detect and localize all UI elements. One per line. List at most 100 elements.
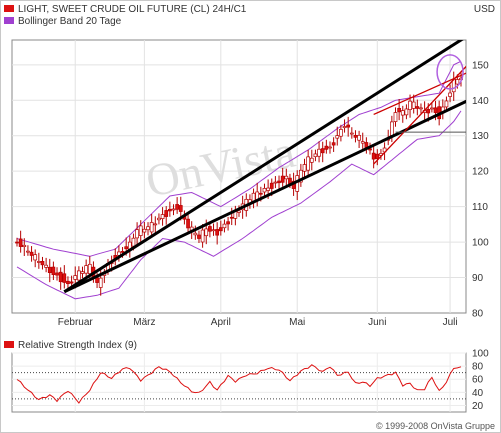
candle-body bbox=[131, 237, 136, 247]
bollinger-upper-band bbox=[16, 60, 462, 257]
candle-body bbox=[51, 266, 56, 275]
candle-body bbox=[69, 281, 74, 284]
candle-body bbox=[157, 217, 161, 221]
candle-body bbox=[411, 101, 416, 109]
price-tick-label: 140 bbox=[472, 96, 489, 107]
candle-body bbox=[200, 229, 205, 243]
candle-body bbox=[237, 210, 241, 213]
candle-body bbox=[77, 270, 81, 281]
candle-body bbox=[142, 228, 147, 233]
candle-body bbox=[40, 261, 45, 266]
candle-body bbox=[306, 156, 310, 171]
candle-body bbox=[280, 175, 285, 183]
candle-body bbox=[346, 124, 351, 128]
candle-body bbox=[164, 210, 169, 217]
candle-body bbox=[18, 238, 23, 247]
candle-body bbox=[215, 229, 220, 236]
candle-body bbox=[135, 229, 139, 239]
rsi-tick-label: 40 bbox=[472, 388, 484, 399]
candle-body bbox=[415, 106, 420, 109]
candle-body bbox=[124, 246, 129, 250]
candle-body bbox=[339, 129, 343, 137]
highlight-circle bbox=[436, 54, 464, 90]
price-tick-label: 100 bbox=[472, 238, 489, 249]
copyright-notice: © 1999-2008 OnVista Gruppe bbox=[375, 421, 495, 431]
candle-body bbox=[120, 251, 125, 253]
candle-body bbox=[73, 275, 78, 280]
candle-body bbox=[400, 110, 405, 116]
rsi-legend: Relative Strength Index (9) bbox=[4, 340, 137, 352]
candle-body bbox=[273, 181, 278, 184]
rsi-tick-label: 100 bbox=[472, 349, 489, 360]
bollinger-lower-band bbox=[16, 110, 462, 300]
candle-body bbox=[324, 145, 329, 150]
month-tick-label: April bbox=[211, 317, 231, 328]
candle-body bbox=[153, 223, 158, 226]
candle-body bbox=[218, 227, 223, 232]
candle-body bbox=[149, 222, 154, 233]
candle-body bbox=[22, 244, 27, 248]
candle-body bbox=[26, 250, 30, 253]
candle-body bbox=[62, 273, 67, 283]
candle-body bbox=[44, 264, 48, 268]
candle-body bbox=[349, 132, 354, 135]
price-tick-label: 90 bbox=[472, 273, 484, 284]
candle-body bbox=[335, 135, 340, 139]
candle-body bbox=[229, 216, 234, 219]
candle-body bbox=[262, 188, 267, 193]
candle-body bbox=[284, 175, 289, 180]
candle-body bbox=[433, 107, 438, 113]
candle-body bbox=[55, 272, 59, 276]
price-legend-swatch bbox=[4, 5, 14, 12]
candle-body bbox=[430, 107, 434, 110]
candle-body bbox=[160, 214, 165, 219]
month-tick-label: März bbox=[133, 317, 155, 328]
candle-body bbox=[331, 142, 336, 146]
candle-body bbox=[357, 134, 361, 141]
candle-body bbox=[426, 109, 431, 114]
candle-body bbox=[393, 112, 398, 122]
candle-body bbox=[193, 232, 198, 236]
rsi-tick-label: 60 bbox=[472, 375, 484, 386]
candle-body bbox=[211, 229, 216, 232]
rsi-tick-label: 20 bbox=[472, 401, 484, 412]
price-legend-label: LIGHT, SWEET CRUDE OIL FUTURE (CL) 24H/C… bbox=[18, 4, 247, 15]
candle-body bbox=[375, 153, 380, 159]
candle-body bbox=[175, 204, 179, 210]
price-tick-label: 120 bbox=[472, 167, 489, 178]
candle-body bbox=[87, 263, 92, 274]
candle-body bbox=[309, 157, 314, 163]
candle-body bbox=[277, 180, 281, 184]
candle-body bbox=[455, 79, 460, 85]
candle-body bbox=[320, 148, 325, 154]
candle-body bbox=[342, 126, 347, 129]
candle-body bbox=[186, 218, 190, 229]
price-tick-label: 80 bbox=[472, 309, 484, 320]
candle-body bbox=[419, 107, 423, 110]
candle-body bbox=[371, 152, 376, 160]
candle-body bbox=[47, 266, 52, 273]
candle-body bbox=[313, 153, 318, 158]
month-tick-label: Februar bbox=[58, 317, 94, 328]
candle-body bbox=[138, 225, 143, 236]
candle-body bbox=[266, 187, 270, 191]
month-tick-label: Mai bbox=[289, 317, 305, 328]
month-tick-label: Juni bbox=[368, 317, 386, 328]
month-tick-label: Juli bbox=[443, 317, 458, 328]
rsi-line bbox=[16, 364, 462, 404]
price-tick-label: 130 bbox=[472, 131, 489, 142]
rsi-legend-label: Relative Strength Index (9) bbox=[18, 340, 137, 351]
candle-body bbox=[29, 251, 34, 256]
candle-body bbox=[299, 169, 303, 183]
rsi-legend-swatch bbox=[4, 341, 14, 348]
candle-body bbox=[444, 100, 449, 108]
rsi-series bbox=[16, 364, 462, 404]
candle-body bbox=[36, 261, 41, 263]
candle-body bbox=[226, 221, 230, 225]
candle-body bbox=[204, 228, 209, 237]
rsi-plot-area bbox=[11, 352, 467, 413]
candle-body bbox=[58, 271, 63, 283]
price-tick-label: 110 bbox=[472, 202, 488, 213]
bollinger-legend-swatch bbox=[4, 17, 14, 24]
candle-body bbox=[353, 134, 358, 138]
